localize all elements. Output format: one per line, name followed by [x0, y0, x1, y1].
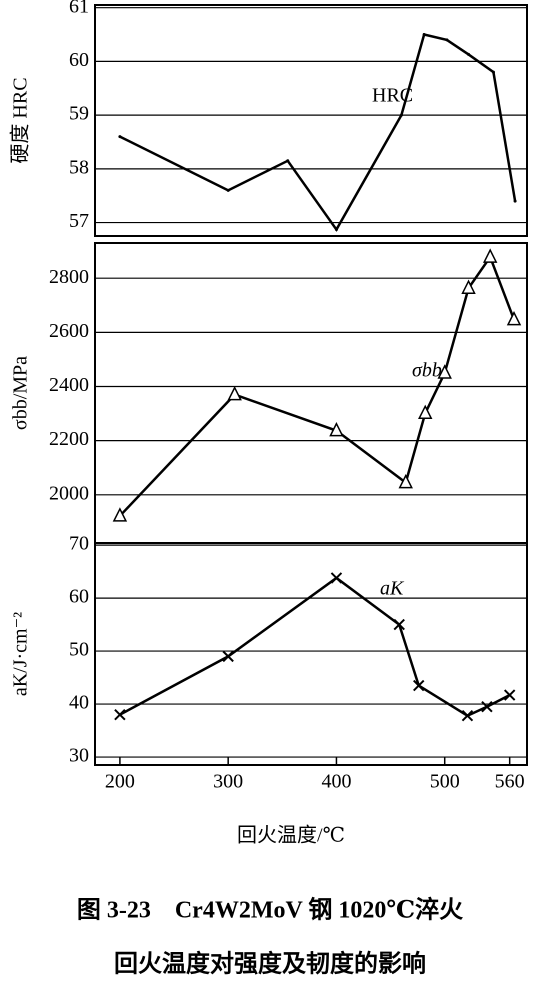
- marker: [118, 135, 122, 139]
- marker: [227, 385, 242, 401]
- series-label: aK: [380, 578, 405, 600]
- marker: [467, 52, 471, 56]
- y-tick-label: 2800: [49, 266, 89, 288]
- series-label: σbb: [412, 360, 442, 382]
- marker: [112, 507, 128, 522]
- x-tick-label: 560: [495, 771, 525, 793]
- marker: [330, 572, 343, 584]
- marker: [399, 113, 403, 117]
- y-tick-label: 2600: [49, 320, 89, 342]
- marker: [114, 708, 126, 721]
- marker: [461, 710, 474, 722]
- y-axis-label: σbb/MPa: [10, 356, 32, 430]
- y-tick-label: 60: [69, 49, 89, 71]
- plot-frame: [94, 242, 528, 544]
- data-line: [119, 33, 517, 232]
- x-tick-label: 300: [213, 771, 243, 793]
- marker: [437, 364, 452, 379]
- data-line: [119, 576, 511, 718]
- marker: [491, 70, 495, 74]
- y-tick-label: 57: [69, 210, 89, 232]
- marker: [513, 199, 517, 203]
- y-tick-label: 50: [69, 639, 89, 661]
- y-tick-label: 61: [69, 0, 89, 17]
- marker: [461, 279, 476, 294]
- marker: [329, 421, 344, 437]
- marker: [398, 473, 413, 489]
- marker: [393, 618, 405, 631]
- marker: [286, 159, 290, 163]
- y-axis-label: aK/J·cm⁻²: [10, 612, 32, 696]
- marker: [222, 650, 234, 663]
- y-axis-label: 硬度 HRC: [9, 77, 32, 163]
- y-tick-label: 59: [69, 103, 89, 125]
- x-tick-label: 200: [105, 771, 135, 793]
- caption-line: 图 3-23 Cr4W2MoV 钢 1020℃淬火: [77, 896, 463, 924]
- marker: [503, 689, 516, 701]
- marker: [445, 38, 449, 42]
- marker: [334, 228, 338, 232]
- y-tick-label: 2400: [49, 374, 89, 396]
- marker: [418, 404, 433, 420]
- plot-frame: [94, 4, 528, 237]
- series-label: HRC: [372, 85, 413, 107]
- caption-line: 回火温度对强度及韧度的影响: [114, 950, 426, 978]
- y-tick-label: 40: [69, 692, 89, 714]
- marker: [413, 679, 425, 692]
- plot-frame: [94, 542, 528, 766]
- x-axis-label: 回火温度/℃: [237, 824, 345, 847]
- y-tick-label: 2200: [49, 428, 89, 450]
- x-tick-label: 400: [321, 771, 351, 793]
- y-tick-label: 60: [69, 586, 89, 608]
- marker: [226, 188, 230, 192]
- marker: [506, 310, 522, 326]
- y-tick-label: 70: [69, 533, 89, 555]
- y-tick-label: 2000: [49, 482, 89, 504]
- marker: [481, 701, 493, 713]
- marker: [482, 248, 498, 263]
- x-tick-label: 500: [430, 771, 460, 793]
- y-tick-label: 58: [69, 156, 89, 178]
- marker: [422, 33, 426, 37]
- y-tick-label: 30: [69, 745, 89, 767]
